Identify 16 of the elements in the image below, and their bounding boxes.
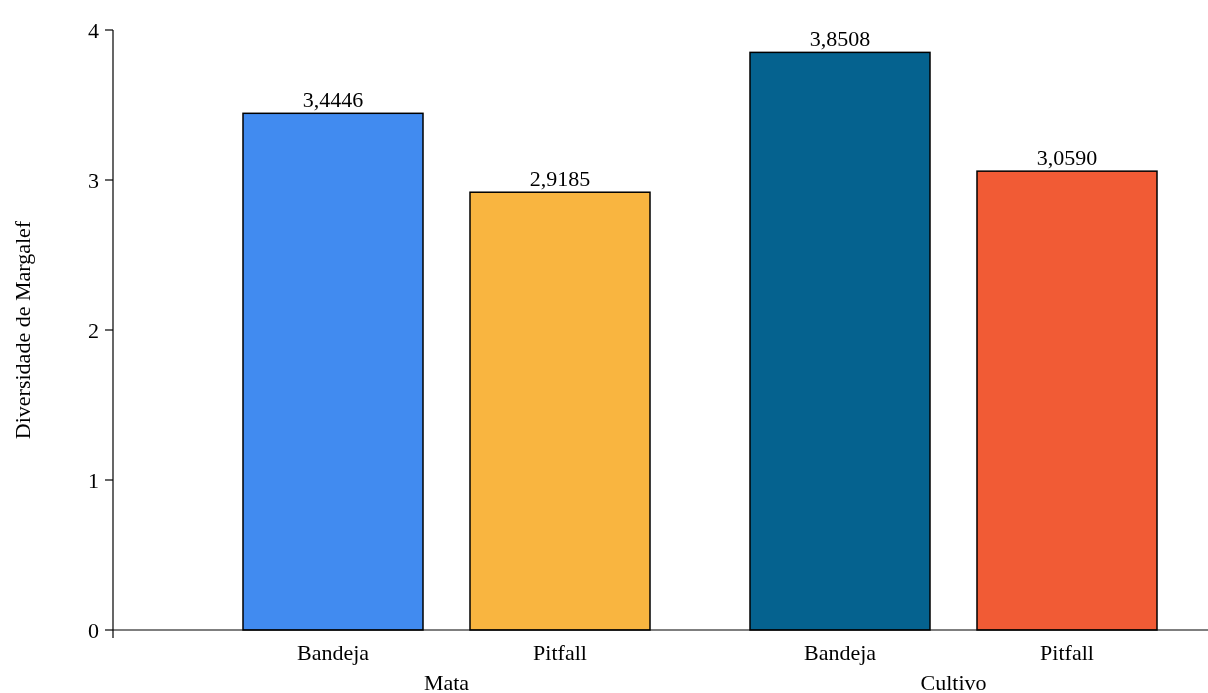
x-tick-label: Pitfall	[1040, 640, 1094, 665]
data-label: 2,9185	[529, 166, 591, 192]
y-tick-label: 3	[88, 167, 99, 193]
y-tick-label: 4	[88, 17, 99, 43]
y-axis-title: Diversidade de Margalef	[10, 220, 35, 440]
y-tick-label: 1	[88, 467, 99, 493]
y-tick-label: 2	[88, 317, 99, 343]
data-label: 3,8508	[809, 26, 871, 52]
data-label: 3,0590	[1036, 145, 1098, 171]
x-tick-label: Bandeja	[296, 640, 370, 665]
x-tick-label: Pitfall	[533, 640, 587, 665]
text: Cultivo	[920, 670, 987, 693]
y-tick-label: 0	[88, 617, 99, 643]
x-tick-label: Bandeja	[803, 640, 877, 665]
text: Mata	[423, 670, 470, 693]
data-label: 3,4446	[302, 87, 364, 113]
